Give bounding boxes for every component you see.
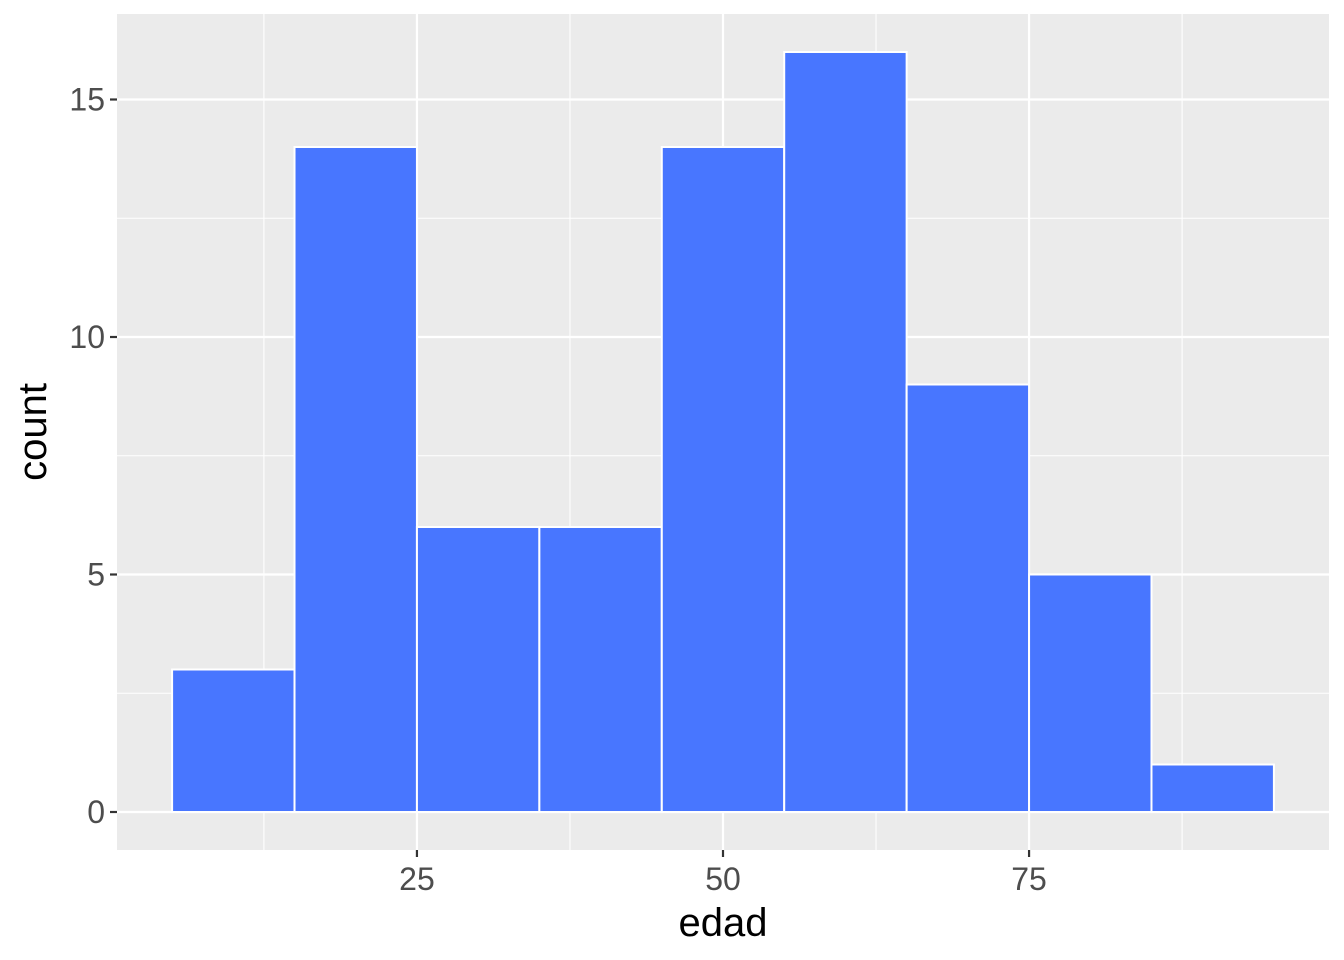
histogram-bar-4 <box>538 526 663 813</box>
histogram-bar-3 <box>415 526 541 813</box>
x-axis-title: edad <box>679 901 768 945</box>
y-tick-label: 5 <box>87 557 105 593</box>
x-tick-label: 50 <box>705 861 741 897</box>
histogram-bar-5 <box>660 146 786 813</box>
histogram-bar-8 <box>1028 573 1153 813</box>
y-tick-label: 15 <box>69 82 105 118</box>
histogram-bar-9 <box>1150 763 1275 813</box>
histogram-bar-1 <box>171 668 296 813</box>
histogram-bar-6 <box>783 51 908 813</box>
x-axis: 25 50 75 <box>399 850 1047 897</box>
x-tick-label: 75 <box>1011 861 1047 897</box>
histogram-bar-2 <box>293 146 418 813</box>
y-axis: 0 5 10 15 <box>69 82 117 830</box>
histogram-bars <box>171 51 1275 813</box>
x-tick-label: 25 <box>399 861 435 897</box>
y-tick-label: 0 <box>87 794 105 830</box>
y-tick-label: 10 <box>69 319 105 355</box>
histogram-bar-7 <box>905 383 1031 813</box>
y-axis-title: count <box>11 383 55 481</box>
